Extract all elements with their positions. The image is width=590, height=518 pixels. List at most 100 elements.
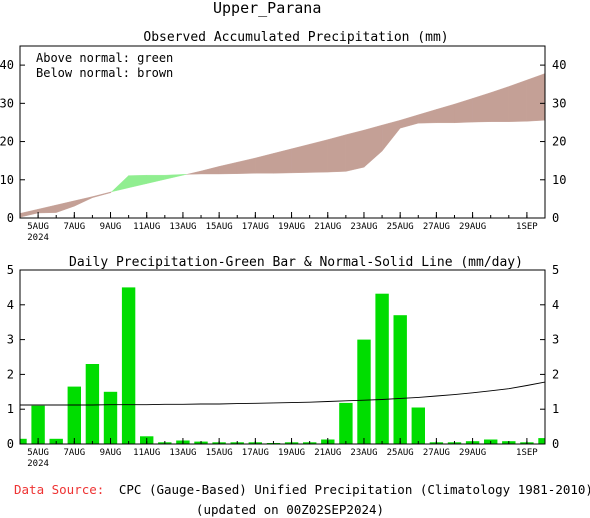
x-tick-label: 17AUG [242, 222, 269, 232]
y-tick-label-left: 40 [0, 58, 14, 72]
daily-precip-bar [393, 315, 407, 444]
above-normal-area [128, 174, 147, 189]
x-year-label: 2024 [27, 459, 49, 469]
y-tick-label-right: 1 [552, 402, 559, 416]
daily-plot-frame [19, 269, 546, 445]
daily-precip-bar [85, 364, 100, 444]
y-tick-label-right: 10 [552, 173, 566, 187]
updated-text: (updated on 00Z02SEP2024) [196, 502, 384, 517]
y-tick-label-left: 2 [7, 367, 14, 381]
page-title: Upper_Parana [213, 0, 321, 17]
above-normal-area [164, 174, 184, 180]
legend-below-normal: Below normal: brown [36, 66, 173, 80]
y-tick-label-right: 4 [552, 298, 559, 312]
y-tick-label-right: 3 [552, 333, 559, 347]
x-tick-label: 11AUG [133, 448, 160, 458]
below-normal-area [200, 166, 220, 175]
below-normal-area [218, 161, 238, 175]
below-normal-area [508, 79, 528, 122]
x-tick-label: 11AUG [133, 222, 160, 232]
below-normal-area [56, 200, 75, 213]
daily-axes: 0 0 1 1 2 2 3 3 4 4 5 5 5AUG 7AUG 9AUG 11AUG 13AUG 15AUG 1… [7, 263, 559, 469]
x-tick-label: 23AUG [350, 448, 377, 458]
y-tick-label-left: 0 [7, 211, 14, 225]
below-normal-area [418, 109, 437, 124]
y-tick-label-left: 30 [0, 96, 14, 110]
x-tick-label: 9AUG [100, 222, 122, 232]
x-tick-label: 7AUG [63, 222, 85, 232]
y-tick-label-right: 20 [552, 135, 566, 149]
daily-bars-group [20, 287, 545, 444]
above-normal-area [110, 175, 129, 193]
below-normal-area [472, 92, 491, 123]
daily-chart-title: Daily Precipitation-Green Bar & Normal-S… [69, 255, 523, 270]
below-normal-area [92, 191, 111, 198]
x-tick-label: 13AUG [169, 448, 196, 458]
below-normal-area [19, 208, 39, 218]
y-tick-label-right: 0 [552, 437, 559, 451]
daily-precip-bar [67, 386, 81, 444]
x-tick-label: 29AUG [459, 222, 486, 232]
daily-precip-bar [339, 402, 353, 444]
below-normal-area [327, 134, 347, 173]
y-tick-label-left: 4 [7, 298, 14, 312]
below-normal-area [273, 148, 292, 174]
x-year-label: 2024 [27, 233, 49, 243]
daily-precip-bar [121, 287, 136, 444]
above-normal-area [146, 174, 166, 184]
daily-precip-bar [538, 438, 545, 444]
y-tick-label-right: 5 [552, 263, 559, 277]
legend-above-normal: Above normal: green [36, 51, 173, 65]
x-tick-label: 15AUG [206, 448, 233, 458]
below-normal-area [309, 139, 328, 173]
below-normal-area [436, 103, 455, 124]
x-tick-label: 29AUG [459, 448, 486, 458]
x-tick-label: 13AUG [169, 222, 196, 232]
daily-precip-bar [411, 407, 425, 444]
x-tick-label: 17AUG [242, 448, 269, 458]
daily-precip-bar [20, 438, 27, 444]
x-tick-label: 25AUG [387, 448, 414, 458]
x-tick-label: 25AUG [387, 222, 414, 232]
x-tick-label: 5AUG [27, 222, 49, 232]
accum-chart-title: Observed Accumulated Precipitation (mm) [143, 30, 448, 45]
below-normal-area [74, 196, 93, 207]
y-tick-label-left: 1 [7, 402, 14, 416]
data-source-text: CPC (Gauge-Based) Unified Precipitation … [119, 482, 590, 497]
y-tick-label-right: 0 [552, 211, 559, 225]
x-tick-label: 1SEP [516, 222, 538, 232]
below-normal-area [400, 114, 419, 129]
y-tick-label-left: 10 [0, 173, 14, 187]
below-normal-area [381, 119, 401, 152]
y-tick-label-right: 30 [552, 96, 566, 110]
x-tick-label: 19AUG [278, 222, 305, 232]
below-normal-area [255, 153, 274, 174]
y-tick-label-left: 20 [0, 135, 14, 149]
x-tick-label: 23AUG [350, 222, 377, 232]
data-source-line: Data Source: CPC (Gauge-Based) Unified P… [14, 482, 590, 497]
daily-precip-bar [375, 293, 389, 444]
x-tick-label: 1SEP [516, 448, 538, 458]
y-tick-label-right: 2 [552, 367, 559, 381]
daily-normal-line [20, 381, 546, 406]
below-normal-area [454, 98, 473, 124]
above-normal-area [182, 174, 187, 176]
below-normal-area [526, 73, 546, 122]
accum-axes: 0 0 10 10 20 20 30 30 40 40 5AUG 7AUG 9AUG 11AUG 13AUG… [0, 58, 566, 243]
y-tick-label-left: 0 [7, 437, 14, 451]
below-normal-area [186, 170, 202, 175]
below-normal-area [291, 143, 310, 174]
daily-precip-bar [103, 391, 118, 444]
x-tick-label: 21AUG [314, 448, 341, 458]
accum-plot-frame [19, 45, 546, 219]
below-normal-area [37, 204, 57, 214]
y-tick-label-left: 5 [7, 263, 14, 277]
daily-precip-bar [31, 405, 45, 444]
x-tick-label: 15AUG [206, 222, 233, 232]
x-tick-label: 27AUG [423, 222, 450, 232]
x-tick-label: 9AUG [100, 448, 122, 458]
accum-area-group [19, 73, 546, 218]
y-tick-label-right: 40 [552, 58, 566, 72]
x-tick-label: 27AUG [423, 448, 450, 458]
